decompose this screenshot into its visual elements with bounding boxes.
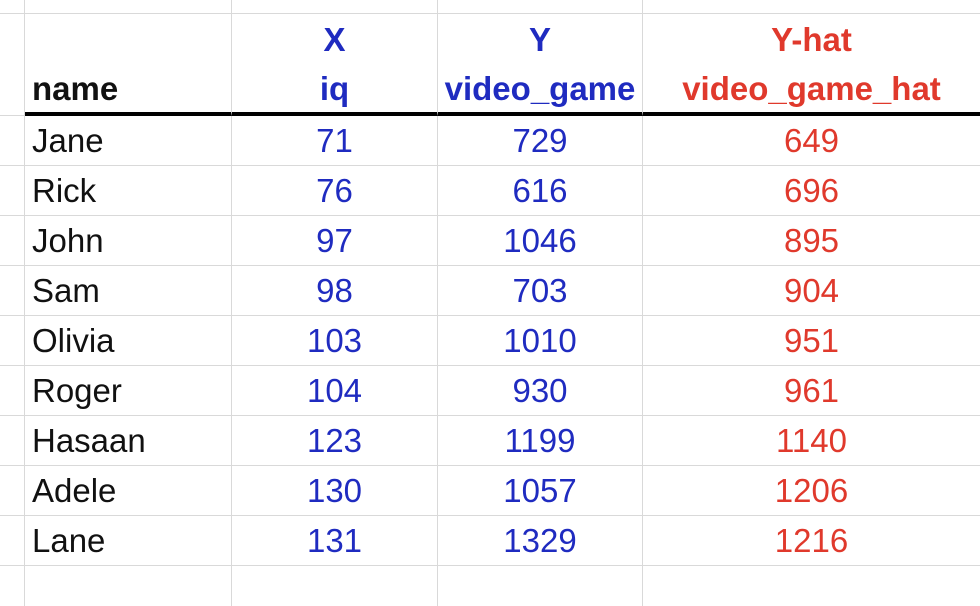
video-game-hat-cell[interactable]: 649 — [643, 116, 980, 166]
spreadsheet-cell[interactable] — [232, 566, 438, 606]
name-cell[interactable]: Jane — [25, 116, 232, 166]
row-gutter-cell[interactable] — [0, 166, 25, 216]
spreadsheet-cell[interactable] — [232, 0, 438, 14]
row-gutter-cell[interactable] — [0, 216, 25, 266]
row-gutter-cell[interactable] — [0, 316, 25, 366]
sheet-row-empty — [0, 566, 980, 606]
y-variable-label[interactable]: Y — [438, 14, 643, 64]
spreadsheet-cell[interactable] — [643, 0, 980, 14]
video-game-cell[interactable]: 1010 — [438, 316, 643, 366]
name-cell[interactable]: Lane — [25, 516, 232, 566]
row-gutter-cell[interactable] — [0, 0, 25, 14]
table-row: Adele 130 1057 1206 — [0, 466, 980, 516]
row-gutter-cell[interactable] — [0, 14, 25, 64]
spreadsheet-cell[interactable] — [25, 0, 232, 14]
x-variable-label[interactable]: X — [232, 14, 438, 64]
iq-cell[interactable]: 131 — [232, 516, 438, 566]
column-header-name[interactable]: name — [25, 64, 232, 116]
row-gutter-cell[interactable] — [0, 366, 25, 416]
table-row: Jane 71 729 649 — [0, 116, 980, 166]
name-cell[interactable]: John — [25, 216, 232, 266]
spreadsheet-cell[interactable] — [643, 566, 980, 606]
video-game-hat-cell[interactable]: 895 — [643, 216, 980, 266]
iq-cell[interactable]: 71 — [232, 116, 438, 166]
table-row: Hasaan 123 1199 1140 — [0, 416, 980, 466]
name-cell[interactable]: Olivia — [25, 316, 232, 366]
table-row: Sam 98 703 904 — [0, 266, 980, 316]
table-row: Olivia 103 1010 951 — [0, 316, 980, 366]
table-row: Rick 76 616 696 — [0, 166, 980, 216]
y-hat-variable-label[interactable]: Y-hat — [771, 20, 852, 58]
video-game-hat-cell[interactable]: 961 — [643, 366, 980, 416]
column-header-iq[interactable]: iq — [232, 64, 438, 116]
video-game-cell[interactable]: 703 — [438, 266, 643, 316]
spreadsheet-cell[interactable] — [25, 566, 232, 606]
video-game-cell[interactable]: 729 — [438, 116, 643, 166]
row-gutter-cell[interactable] — [0, 466, 25, 516]
iq-cell[interactable]: 130 — [232, 466, 438, 516]
sheet-row-top — [0, 0, 980, 14]
video-game-cell[interactable]: 1199 — [438, 416, 643, 466]
table-row: Roger 104 930 961 — [0, 366, 980, 416]
video-game-hat-cell[interactable]: 904 — [643, 266, 980, 316]
column-header-video-game-hat[interactable]: video_game_hat — [643, 64, 980, 116]
spreadsheet-cell[interactable] — [438, 0, 643, 14]
video-game-cell[interactable]: 1057 — [438, 466, 643, 516]
iq-cell[interactable]: 104 — [232, 366, 438, 416]
row-gutter-cell[interactable] — [0, 116, 25, 166]
variable-label-row: X Y Y-hat — [0, 14, 980, 64]
video-game-hat-cell[interactable]: 1206 — [643, 466, 980, 516]
video-game-hat-cell[interactable]: 696 — [643, 166, 980, 216]
iq-cell[interactable]: 97 — [232, 216, 438, 266]
table-row: John 97 1046 895 — [0, 216, 980, 266]
iq-cell[interactable]: 103 — [232, 316, 438, 366]
column-header-video-game[interactable]: video_game — [438, 64, 643, 116]
iq-cell[interactable]: 76 — [232, 166, 438, 216]
video-game-hat-cell[interactable]: 1140 — [643, 416, 980, 466]
name-cell[interactable]: Rick — [25, 166, 232, 216]
row-gutter-cell[interactable] — [0, 266, 25, 316]
video-game-cell[interactable]: 930 — [438, 366, 643, 416]
video-game-cell[interactable]: 1329 — [438, 516, 643, 566]
video-game-cell[interactable]: 1046 — [438, 216, 643, 266]
video-game-hat-cell[interactable]: 1216 — [643, 516, 980, 566]
video-game-cell[interactable]: 616 — [438, 166, 643, 216]
video-game-hat-cell[interactable]: 951 — [643, 316, 980, 366]
table-row: Lane 131 1329 1216 — [0, 516, 980, 566]
row-gutter-cell[interactable] — [0, 566, 25, 606]
spreadsheet-cell[interactable] — [438, 566, 643, 606]
column-header-row: name iq video_game video_game_hat — [0, 64, 980, 116]
iq-cell[interactable]: 123 — [232, 416, 438, 466]
name-cell[interactable]: Hasaan — [25, 416, 232, 466]
iq-cell[interactable]: 98 — [232, 266, 438, 316]
spreadsheet-cell[interactable] — [25, 14, 232, 64]
name-cell[interactable]: Roger — [25, 366, 232, 416]
row-gutter-cell[interactable] — [0, 416, 25, 466]
name-cell[interactable]: Sam — [25, 266, 232, 316]
name-cell[interactable]: Adele — [25, 466, 232, 516]
row-gutter-cell[interactable] — [0, 516, 25, 566]
row-gutter-cell[interactable] — [0, 64, 25, 116]
